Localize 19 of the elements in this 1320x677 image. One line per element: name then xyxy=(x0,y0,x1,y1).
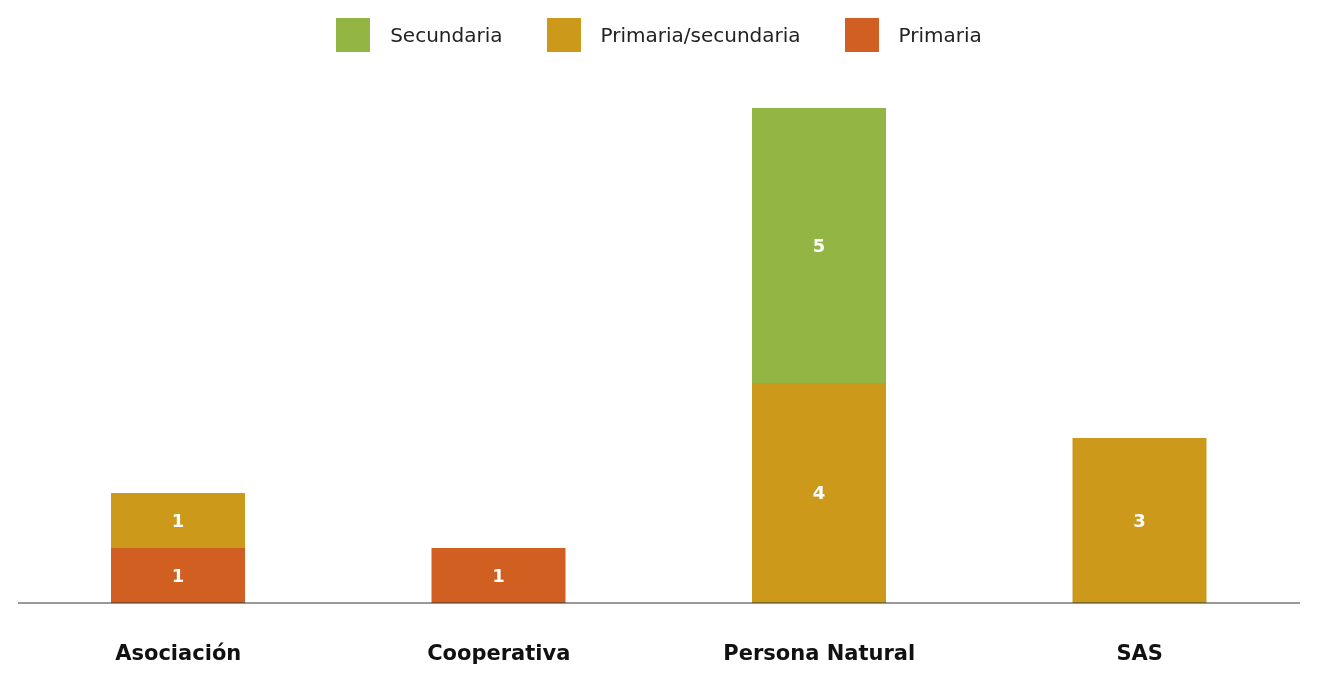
legend-label: Secundaria xyxy=(390,23,503,47)
data-label: 3 xyxy=(1133,509,1146,531)
bar xyxy=(111,548,245,603)
data-label: 4 xyxy=(812,482,826,504)
bar xyxy=(752,383,886,603)
data-label: 5 xyxy=(812,234,826,256)
x-tick-label: Asociación xyxy=(115,640,242,665)
bar xyxy=(111,493,245,548)
bar xyxy=(752,108,886,383)
legend-label: Primaria/secundaria xyxy=(600,23,801,47)
bar xyxy=(1072,438,1207,603)
x-tick-label: SAS xyxy=(1116,640,1164,665)
data-label: 1 xyxy=(492,564,505,586)
x-tick-label: Persona Natural xyxy=(723,640,916,665)
x-tick-label: Cooperativa xyxy=(427,640,571,665)
legend-label: Primaria xyxy=(898,23,982,47)
bar xyxy=(431,548,566,603)
data-label: 1 xyxy=(171,564,185,586)
data-label: 1 xyxy=(171,509,185,531)
